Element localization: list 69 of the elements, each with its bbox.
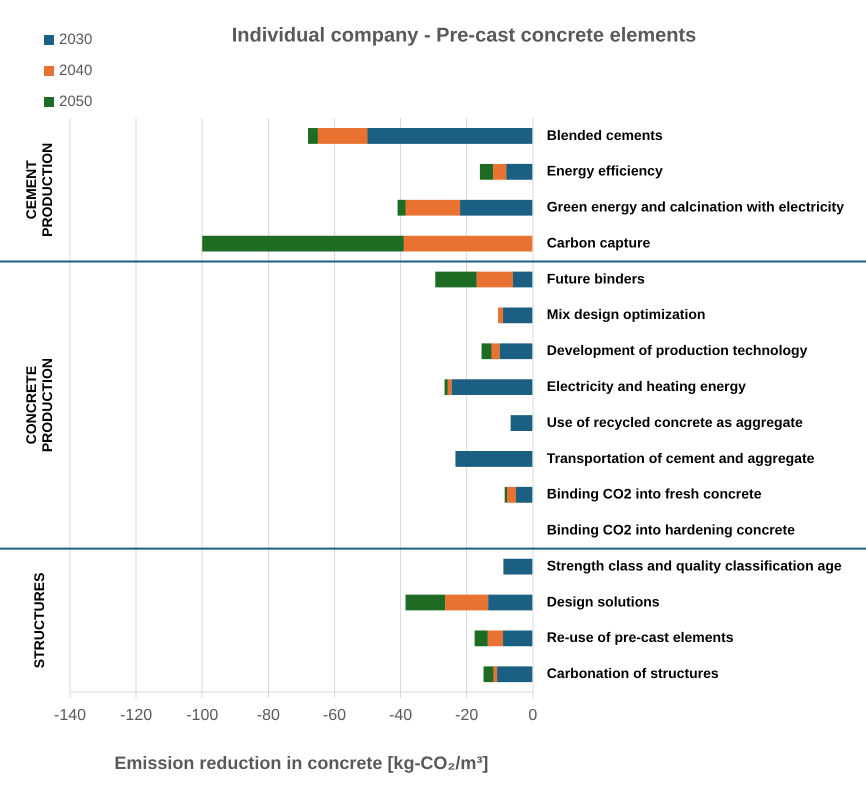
x-tick-label: -40 xyxy=(389,707,412,724)
bar xyxy=(202,236,404,252)
bar xyxy=(318,128,368,144)
bar xyxy=(516,486,532,503)
x-tick-label: -140 xyxy=(54,707,86,724)
bar xyxy=(498,307,504,324)
y-tick-label: Blended cements xyxy=(546,126,663,143)
text: CONCRETE PRODUCTION xyxy=(22,358,55,452)
text: STRUCTURES xyxy=(30,572,47,668)
x-tick-label: -120 xyxy=(120,707,152,724)
bar xyxy=(448,379,452,396)
bar xyxy=(512,272,532,288)
bar xyxy=(493,666,498,682)
bar xyxy=(482,343,492,360)
y-tick-label: Carbonation of structures xyxy=(546,665,719,682)
bar xyxy=(445,594,488,610)
x-tick-label: -100 xyxy=(186,707,218,724)
bar xyxy=(503,558,532,574)
y-tick-label: Strength class and quality classification age xyxy=(546,557,842,574)
x-tick-label: -60 xyxy=(322,707,346,724)
legend-label: 2050 xyxy=(59,93,92,110)
bar xyxy=(503,307,532,324)
bar xyxy=(480,164,494,180)
bar xyxy=(497,666,532,682)
x-tick-label: -20 xyxy=(455,707,478,724)
y-tick-label: Development of production technology xyxy=(546,342,808,358)
bar xyxy=(455,451,532,467)
bar xyxy=(488,630,504,646)
bar xyxy=(491,343,500,360)
y-tick-label: Green energy and calcination with electricity xyxy=(546,198,844,215)
bar xyxy=(404,236,532,252)
bar xyxy=(460,200,532,216)
bar xyxy=(308,128,318,144)
bar xyxy=(488,594,532,610)
text: CEMENT PRODUCTION xyxy=(22,142,55,237)
y-tick-label: Future binders xyxy=(546,270,646,286)
bar xyxy=(493,164,506,180)
legend-label: 2040 xyxy=(59,62,92,79)
bar xyxy=(435,272,477,288)
bar xyxy=(504,486,508,503)
bar xyxy=(484,666,494,682)
legend-label: 2030 xyxy=(59,31,92,48)
x-axis-title: Emission reduction in concrete [kg-CO₂/m³] xyxy=(114,753,488,774)
bar xyxy=(503,630,532,646)
y-tick-label: Use of recycled concrete as aggregate xyxy=(546,414,804,430)
y-tick-label: Mix design optimization xyxy=(546,306,706,322)
y-tick-label: Binding CO2 into hardening concrete xyxy=(546,522,796,538)
y-tick-label: Electricity and heating energy xyxy=(546,378,746,394)
bar xyxy=(368,128,532,144)
bar xyxy=(506,164,532,180)
chart-title: Individual company - Pre-cast concrete elements xyxy=(232,24,696,47)
y-tick-label: Design solutions xyxy=(546,593,660,610)
bar xyxy=(444,379,448,396)
bar xyxy=(398,200,406,216)
bar xyxy=(510,415,532,431)
bar xyxy=(406,594,446,610)
y-tick-label: Binding CO2 into fresh concrete xyxy=(546,486,762,502)
y-tick-label: Energy efficiency xyxy=(546,162,663,179)
x-tick-label: -80 xyxy=(256,707,280,724)
y-tick-label: Transportation of cement and aggregate xyxy=(546,450,815,466)
bar xyxy=(500,343,532,360)
bar xyxy=(476,272,513,288)
bar xyxy=(507,486,516,503)
bar xyxy=(406,200,460,216)
y-tick-label: Carbon capture xyxy=(546,234,650,250)
x-tick-label: 0 xyxy=(528,707,538,724)
y-tick-label: Re-use of pre-cast elements xyxy=(546,629,734,646)
bar xyxy=(452,379,532,396)
bar xyxy=(474,630,488,646)
